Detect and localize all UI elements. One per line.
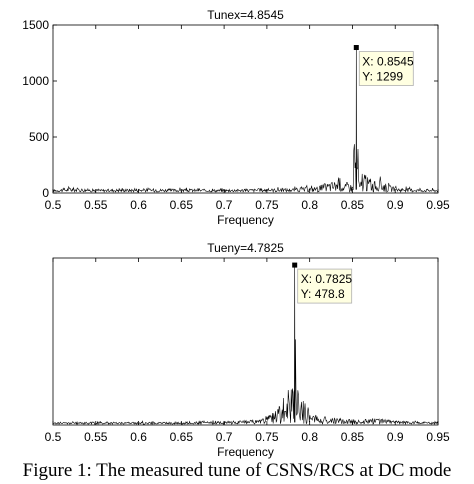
- datatip-box: [297, 268, 353, 304]
- x-tick-label: 0.6: [130, 430, 147, 444]
- series-line-2: [52, 265, 439, 426]
- x-tick-label: 0.95: [426, 198, 450, 212]
- x-tick-label: 0.85: [341, 430, 365, 444]
- datatip-box: [358, 51, 414, 86]
- chart-title-1: Tunex=4.8545: [207, 8, 284, 22]
- x-axis-label-1: Frequency: [217, 213, 274, 227]
- x-tick-label: 0.5: [45, 198, 62, 212]
- x-tick-label: 0.9: [387, 430, 404, 444]
- datatip-y: Y: 1299: [362, 70, 403, 84]
- chart-title-2: Tueny=4.7825: [207, 241, 284, 255]
- y-tick-label: 500: [29, 130, 49, 144]
- x-tick-label: 0.85: [341, 198, 365, 212]
- figure-caption: Figure 1: The measured tune of CSNS/RCS …: [22, 460, 452, 481]
- datatip-y: Y: 478.8: [301, 287, 345, 301]
- peak-marker-2: [292, 262, 298, 268]
- x-tick-label: 0.9: [387, 198, 404, 212]
- x-tick-label: 0.65: [170, 198, 194, 212]
- x-tick-label: 0.75: [255, 198, 279, 212]
- datatip-x: X: 0.8545: [362, 55, 414, 69]
- x-axis-label-2: Frequency: [217, 445, 274, 459]
- x-tick-label: 0.95: [426, 430, 450, 444]
- y-tick-label: 1000: [22, 74, 49, 88]
- x-tick-label: 0.8: [301, 430, 318, 444]
- peak-marker-1: [353, 45, 359, 51]
- x-tick-label: 0.6: [130, 198, 147, 212]
- x-tick-label: 0.55: [84, 430, 108, 444]
- x-tick-label: 0.5: [45, 430, 62, 444]
- x-tick-label: 0.7: [216, 430, 233, 444]
- datatip-x: X: 0.7825: [301, 272, 353, 286]
- series-line-1: [52, 47, 439, 194]
- plot-area-2: [52, 257, 439, 426]
- x-tick-label: 0.55: [84, 198, 108, 212]
- y-tick-label: 1500: [22, 18, 49, 32]
- y-tick-label: 0: [42, 186, 49, 200]
- x-tick-label: 0.8: [301, 198, 318, 212]
- x-tick-label: 0.75: [255, 430, 279, 444]
- plot-area-1: [52, 24, 439, 194]
- x-tick-label: 0.7: [216, 198, 233, 212]
- x-tick-label: 0.65: [170, 430, 194, 444]
